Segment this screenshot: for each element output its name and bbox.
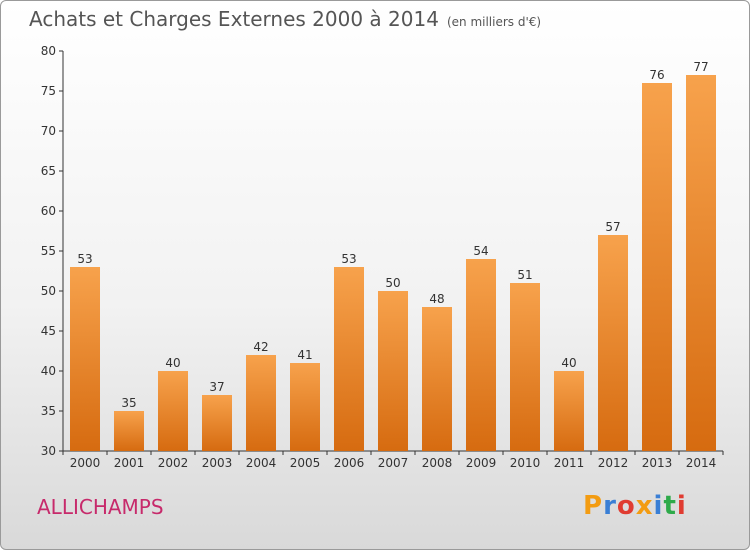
x-tick-label: 2001 xyxy=(114,456,145,470)
y-tick-label: 80 xyxy=(41,44,56,58)
bar-2007 xyxy=(378,291,408,451)
data-label-2001: 35 xyxy=(121,396,136,410)
x-tick-label: 2002 xyxy=(158,456,189,470)
bar-2001 xyxy=(114,411,144,451)
logo-letter: P xyxy=(583,491,604,521)
bar-2008 xyxy=(422,307,452,451)
x-tick-label: 2007 xyxy=(378,456,409,470)
data-label-2012: 57 xyxy=(605,220,620,234)
data-label-2008: 48 xyxy=(429,292,444,306)
y-tick-label: 40 xyxy=(41,364,56,378)
bar-2002 xyxy=(158,371,188,451)
y-tick-label: 75 xyxy=(41,84,56,98)
bars xyxy=(70,75,716,451)
commune-name: ALLICHAMPS xyxy=(37,495,164,519)
data-labels: 53 35 40 37 42 41 53 50 48 54 51 40 57 76 77 xyxy=(77,60,708,410)
y-tick-label: 60 xyxy=(41,204,56,218)
bar-2009 xyxy=(466,259,496,451)
x-tick-label: 2014 xyxy=(686,456,717,470)
proxiti-logo: Proxiti xyxy=(583,491,687,521)
x-tick-label: 2012 xyxy=(598,456,629,470)
chart-title: Achats et Charges Externes 2000 à 2014 (e… xyxy=(29,7,541,31)
y-tick-label: 45 xyxy=(41,324,56,338)
x-tick-label: 2010 xyxy=(510,456,541,470)
x-tick-label: 2005 xyxy=(290,456,321,470)
data-label-2003: 37 xyxy=(209,380,224,394)
x-tick-label: 2000 xyxy=(70,456,101,470)
logo-letter: t xyxy=(663,491,677,521)
data-label-2002: 40 xyxy=(165,356,180,370)
bar-2011 xyxy=(554,371,584,451)
y-tick-label: 55 xyxy=(41,244,56,258)
y-tick-label: 50 xyxy=(41,284,56,298)
bar-2012 xyxy=(598,235,628,451)
y-tick-label: 35 xyxy=(41,404,56,418)
logo-letter: i xyxy=(653,491,664,521)
bar-2006 xyxy=(334,267,364,451)
axes: 30 35 40 45 50 55 60 65 70 75 80 2000 2001 2002 2003 20… xyxy=(41,44,724,470)
bar-2004 xyxy=(246,355,276,451)
data-label-2005: 41 xyxy=(297,348,312,362)
data-label-2011: 40 xyxy=(561,356,576,370)
bar-2000 xyxy=(70,267,100,451)
x-tick-label: 2013 xyxy=(642,456,673,470)
data-label-2014: 77 xyxy=(693,60,708,74)
x-tick-label: 2003 xyxy=(202,456,233,470)
logo-letter: x xyxy=(635,491,654,521)
x-tick-label: 2006 xyxy=(334,456,365,470)
bar-2013 xyxy=(642,83,672,451)
x-tick-label: 2004 xyxy=(246,456,277,470)
data-label-2010: 51 xyxy=(517,268,532,282)
bar-2010 xyxy=(510,283,540,451)
y-tick-label: 30 xyxy=(41,444,56,458)
chart-title-text: Achats et Charges Externes 2000 à 2014 xyxy=(29,7,439,31)
y-tick-label: 70 xyxy=(41,124,56,138)
x-tick-label: 2011 xyxy=(554,456,585,470)
data-label-2006: 53 xyxy=(341,252,356,266)
logo-letter: r xyxy=(603,491,617,521)
logo-letter: i xyxy=(676,491,687,521)
data-label-2000: 53 xyxy=(77,252,92,266)
chart-subtitle: (en milliers d'€) xyxy=(446,15,542,29)
data-label-2009: 54 xyxy=(473,244,488,258)
bar-2014 xyxy=(686,75,716,451)
data-label-2007: 50 xyxy=(385,276,400,290)
bar-2005 xyxy=(290,363,320,451)
logo-letter: o xyxy=(616,491,636,521)
data-label-2013: 76 xyxy=(649,68,664,82)
data-label-2004: 42 xyxy=(253,340,268,354)
x-tick-label: 2008 xyxy=(422,456,453,470)
bar-2003 xyxy=(202,395,232,451)
x-tick-label: 2009 xyxy=(466,456,497,470)
y-tick-label: 65 xyxy=(41,164,56,178)
